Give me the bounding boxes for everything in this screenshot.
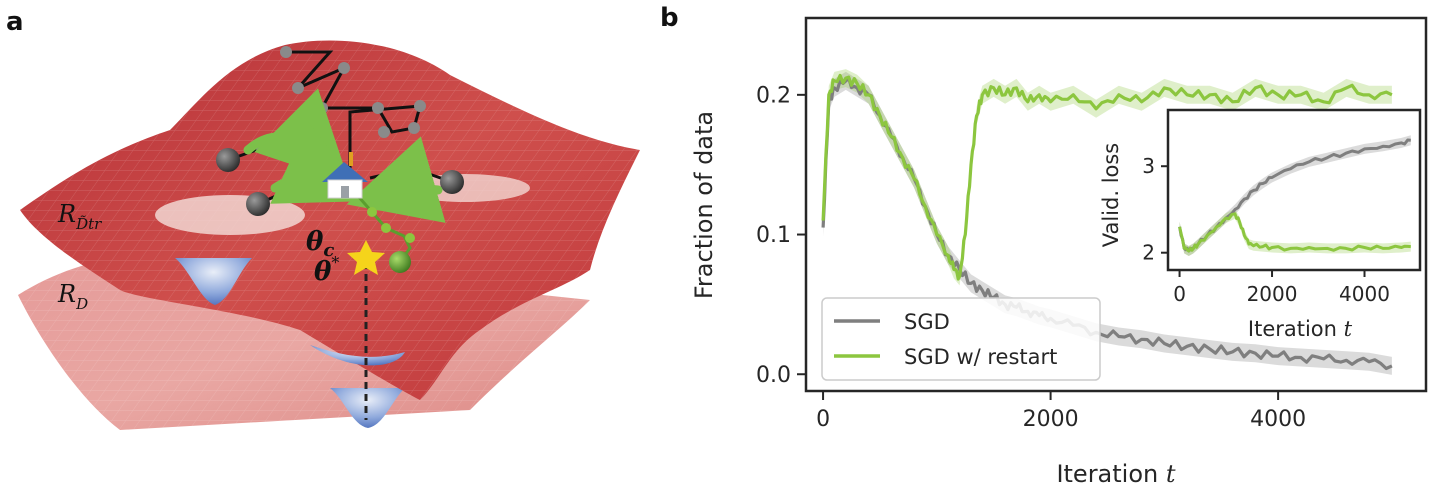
x-tick-label: 0 bbox=[1173, 282, 1186, 306]
y-tick-label: 0.1 bbox=[756, 223, 791, 248]
main-plot: 0 2000 4000 0.0 0.1 0.2 Iteration t Fraction… bbox=[690, 16, 1428, 488]
bottom-surface-label: RD bbox=[57, 280, 88, 313]
top-risk-surface bbox=[20, 40, 640, 400]
top-surface-label: RD̃tr bbox=[57, 200, 102, 233]
y-tick-label: 2 bbox=[1142, 241, 1155, 265]
legend: SGD SGD w/ restart bbox=[821, 297, 1101, 381]
legend-box bbox=[821, 297, 1101, 381]
x-tick-label: 2000 bbox=[1247, 282, 1298, 306]
front-basin bbox=[310, 345, 405, 366]
inset-axes-frame bbox=[1166, 108, 1422, 272]
legend-label-restart: SGD w/ restart bbox=[904, 345, 1057, 369]
start-ball-lower bbox=[246, 192, 270, 216]
main-y-ticks: 0.0 0.1 0.2 bbox=[756, 84, 806, 388]
main-x-ticks: 0 2000 4000 bbox=[816, 391, 1306, 432]
y-tick-label: 0.0 bbox=[756, 363, 791, 388]
x-tick-label: 4000 bbox=[1250, 407, 1306, 432]
deep-basin-left bbox=[175, 258, 252, 305]
inset-background bbox=[1168, 110, 1420, 270]
main-axes-frame bbox=[804, 16, 1428, 393]
panel-a-illustration: a bbox=[6, 7, 640, 430]
start-ball-right bbox=[440, 170, 464, 194]
top-surface-basin-left bbox=[155, 195, 305, 235]
panel-label-b: b bbox=[660, 3, 679, 33]
x-tick-label: 0 bbox=[816, 407, 830, 432]
inset-y-axis-label: Valid. loss bbox=[1099, 143, 1123, 248]
house-icon bbox=[322, 152, 368, 199]
start-ball-left bbox=[216, 148, 240, 172]
inset-y-ticks: 23 bbox=[1142, 154, 1168, 265]
series-line-sgd-w-restart bbox=[821, 73, 1393, 281]
theta-c-label: θc bbox=[306, 227, 334, 261]
series-line-sgd-w-restart bbox=[1178, 212, 1411, 253]
main-x-axis-label: Iteration t bbox=[1056, 460, 1175, 488]
restart-end-ball bbox=[389, 251, 411, 273]
inset-x-axis-label: Iteration t bbox=[1248, 317, 1353, 341]
legend-label-sgd: SGD bbox=[904, 310, 950, 334]
main-y-axis-label: Fraction of data bbox=[690, 111, 718, 299]
inset-plot: 0 2000 4000 23 Iteration t Valid. loss bbox=[1099, 108, 1422, 341]
inset-series-lines bbox=[1178, 138, 1411, 253]
x-tick-label: 2000 bbox=[1023, 407, 1079, 432]
restart-path-nodes bbox=[367, 207, 415, 243]
series-band-sgd-w-restart bbox=[1179, 208, 1411, 256]
y-tick-label: 3 bbox=[1142, 154, 1155, 178]
y-tick-label: 0.2 bbox=[756, 84, 791, 109]
theta-star-label: θ* bbox=[314, 253, 339, 287]
panel-b-chart: b 0 2000 4000 0.0 0.1 0.2 Iteration t Fracti… bbox=[660, 3, 1428, 488]
inset-x-ticks: 0 2000 4000 bbox=[1173, 270, 1390, 306]
star-icon bbox=[347, 240, 385, 275]
panel-label-a: a bbox=[6, 7, 24, 37]
restart-arrow-3 bbox=[346, 136, 446, 223]
x-tick-label: 4000 bbox=[1339, 282, 1390, 306]
